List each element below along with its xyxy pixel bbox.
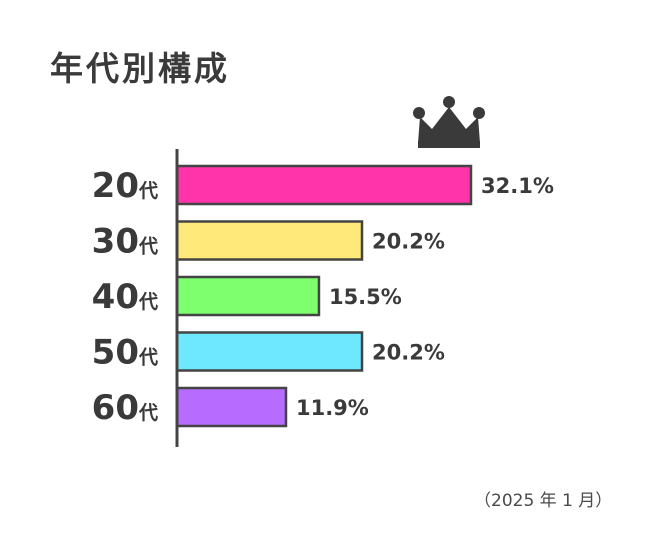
crown-icon (413, 96, 485, 148)
category-label-50代: 50代 (92, 333, 158, 373)
bar-30代 (175, 220, 364, 261)
bar-60代 (175, 386, 288, 428)
category-label-20代: 20代 (92, 166, 158, 206)
bar-50代 (175, 331, 364, 372)
crown-jewel (443, 96, 455, 108)
category-label-40代: 40代 (92, 277, 158, 317)
value-label-30代: 20.2% (372, 230, 445, 254)
chart-title: 年代別構成 (50, 49, 230, 88)
value-label-40代: 15.5% (329, 285, 402, 309)
crown-body (418, 107, 480, 143)
crown-band (418, 141, 480, 148)
date-note: （2025 年 1 月） (474, 491, 613, 511)
bar-40代 (175, 275, 321, 317)
category-label-60代: 60代 (92, 388, 158, 428)
category-label-30代: 30代 (92, 222, 158, 262)
value-label-50代: 20.2% (372, 341, 445, 365)
value-label-60代: 11.9% (296, 396, 369, 420)
value-label-20代: 32.1% (481, 174, 554, 198)
crown-jewel (413, 107, 425, 119)
crown-jewel (473, 107, 485, 119)
bar-20代 (175, 164, 473, 206)
